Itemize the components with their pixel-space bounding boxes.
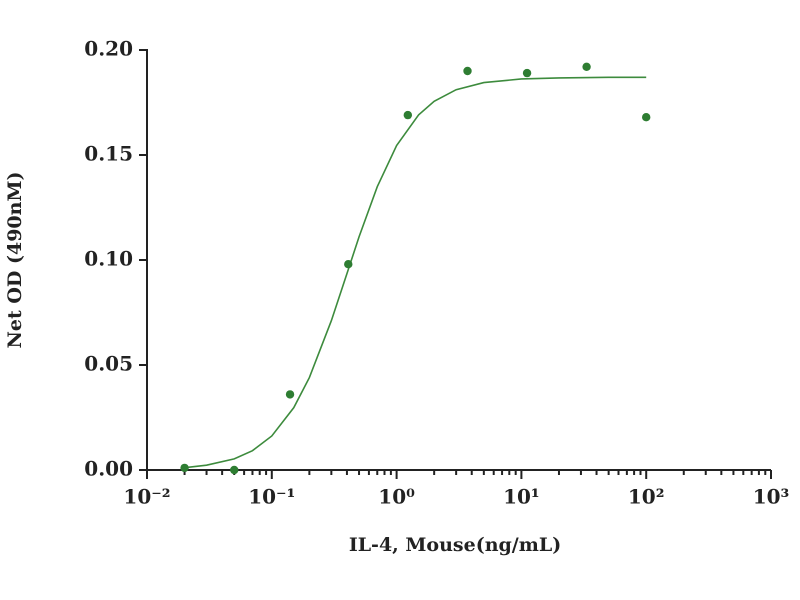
y-tick-label: 0.10 [84, 247, 133, 271]
data-point [642, 113, 651, 122]
x-axis-label: IL-4, Mouse(ng/mL) [349, 534, 561, 556]
x-tick-label: 10⁻² [123, 485, 170, 509]
data-point [344, 260, 353, 269]
x-tick-label: 10³ [753, 485, 790, 509]
data-point [582, 62, 591, 71]
y-tick-label: 0.15 [84, 142, 133, 166]
data-point [230, 465, 239, 475]
x-tick-label: 10² [628, 485, 665, 509]
y-axis-label: Net OD (490nM) [4, 172, 26, 349]
x-tick-label: 10⁰ [378, 485, 415, 509]
y-tick-label: 0.20 [84, 37, 133, 61]
y-tick-label: 0.05 [84, 352, 133, 376]
y-tick-label: 0.00 [84, 457, 133, 481]
data-point [522, 68, 532, 78]
data-point [403, 110, 413, 120]
x-tick-label: 10¹ [503, 485, 540, 509]
fit-curve [184, 76, 647, 469]
data-point [285, 390, 295, 399]
data-point [180, 463, 189, 473]
data-point [463, 66, 472, 76]
x-tick-label: 10⁻¹ [248, 485, 295, 509]
